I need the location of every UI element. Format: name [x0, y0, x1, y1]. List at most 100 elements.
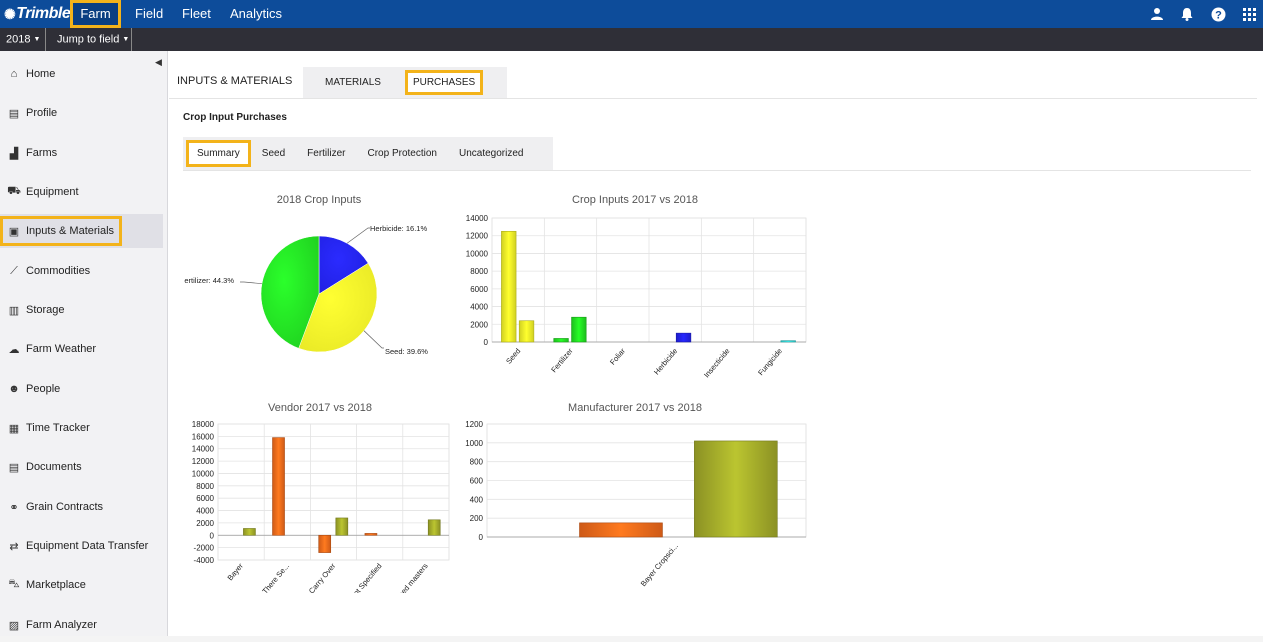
sidebar-item-equipment[interactable]: ⛟ Equipment [0, 175, 163, 209]
sidebar-item-grain-contracts[interactable]: ⚭ Grain Contracts [0, 490, 163, 524]
page-title: INPUTS & MATERIALS [177, 75, 293, 87]
divider [169, 98, 1257, 99]
user-icon[interactable] [1149, 6, 1165, 22]
y-tick-label: 200 [470, 514, 484, 523]
cart-icon: ⛍ [8, 578, 20, 590]
x-tick-label: Fungicide [756, 347, 784, 378]
y-tick-label: 18000 [192, 420, 215, 429]
top-nav-bar: ✺ Trimble Farm Field Fleet Analytics ? [0, 0, 1263, 28]
nav-farm[interactable]: Farm [70, 0, 121, 28]
y-tick-label: 2000 [470, 320, 488, 329]
collapse-sidebar-icon[interactable]: ◀ [155, 57, 162, 67]
bar [243, 528, 256, 536]
sidebar-item-label: Equipment Data Transfer [26, 540, 149, 552]
sidebar-item-documents[interactable]: ▤ Documents [0, 450, 163, 484]
handshake-icon: ⚭ [9, 501, 19, 514]
sidebar-item-label: Storage [26, 304, 65, 316]
sidebar-item-label: Equipment [26, 186, 79, 198]
bar [579, 522, 663, 538]
subtab-fertilizer[interactable]: Fertilizer [307, 148, 346, 159]
chart-title: Manufacturer 2017 vs 2018 [568, 402, 702, 414]
jump-label: Jump to field [57, 33, 120, 46]
chart-title: Vendor 2017 vs 2018 [268, 402, 372, 414]
x-tick-label: Foliar [608, 346, 627, 367]
bar [272, 437, 285, 536]
trimble-globe-icon: ✺ [4, 5, 16, 22]
y-tick-label: 14000 [192, 445, 215, 454]
sidebar-item-label: Inputs & Materials [26, 225, 115, 237]
sidebar-item-farm-weather[interactable]: ☁ Farm Weather [0, 332, 163, 366]
sidebar-item-storage[interactable]: ▥ Storage [0, 293, 163, 327]
bar [335, 517, 349, 536]
chart-title: Crop Inputs 2017 vs 2018 [572, 194, 698, 206]
sidebar-item-inputs-materials[interactable]: ▣ Inputs & Materials [0, 214, 163, 248]
documents-icon: ▤ [8, 461, 20, 474]
sidebar-item-equipment-data-transfer[interactable]: ⇄ Equipment Data Transfer [0, 529, 163, 563]
sidebar-item-home[interactable]: ⌂ Home [0, 57, 163, 91]
apps-grid-icon[interactable] [1241, 6, 1257, 22]
divider [183, 170, 1251, 171]
subtab-crop-protection[interactable]: Crop Protection [367, 148, 437, 159]
x-tick-label: Fertilizer [549, 346, 575, 374]
nav-analytics[interactable]: Analytics [230, 6, 283, 21]
y-tick-label: 8000 [196, 482, 214, 491]
bar-chart-crop-inputs: Crop Inputs 2017 vs 2018 0 2000 4000 6000 800… [455, 190, 815, 395]
y-tick-label: 800 [470, 458, 484, 467]
pie-data-label: ertilizer: 44.3% [184, 276, 234, 285]
nav-fleet[interactable]: Fleet [182, 6, 211, 21]
y-tick-label: 14000 [466, 214, 489, 223]
nav-field[interactable]: Field [135, 6, 164, 21]
pie-data-label: Seed: 39.6% [385, 347, 428, 356]
y-tick-label: 400 [470, 495, 484, 504]
sidebar-item-marketplace[interactable]: ⛍ Marketplace [0, 568, 163, 602]
y-tick-label: 10000 [466, 249, 489, 258]
sidebar-item-label: Time Tracker [26, 422, 90, 434]
sidebar-item-label: Profile [26, 107, 58, 119]
sidebar-item-people[interactable]: ☻ People [0, 372, 163, 406]
bell-icon[interactable] [1179, 6, 1195, 22]
bar-chart-manufacturer: Manufacturer 2017 vs 2018 0 200 400 600 800 10… [455, 398, 815, 598]
year-selector[interactable]: 2018 ▼ [0, 28, 46, 51]
subtab-summary[interactable]: Summary [186, 140, 251, 167]
x-tick-label: Bayer [225, 561, 245, 582]
pie-data-label: Herbicide: 16.1% [370, 224, 427, 233]
context-bar: 2018 ▼ Jump to field ▼ [0, 28, 1263, 51]
sidebar-item-profile[interactable]: ▤ Profile [0, 96, 163, 130]
people-icon: ☻ [8, 383, 20, 395]
tab-purchases[interactable]: PURCHASES [404, 70, 484, 95]
x-tick-label: Carry Over [307, 561, 338, 593]
y-tick-label: 2000 [196, 519, 214, 528]
home-icon: ⌂ [10, 68, 18, 80]
sidebar-item-farm-analyzer[interactable]: ▨ Farm Analyzer [0, 608, 163, 642]
y-tick-label: 16000 [192, 432, 215, 441]
y-tick-label: 0 [484, 338, 489, 347]
y-tick-label: 10000 [192, 469, 215, 478]
x-tick-label: Herbicide [652, 347, 679, 377]
x-tick-label: Seed masters [393, 561, 430, 593]
help-icon[interactable]: ? [1210, 6, 1226, 22]
sidebar-item-label: Farm Weather [26, 343, 97, 355]
y-tick-label: 0 [479, 533, 484, 542]
profile-icon: ▤ [8, 107, 20, 120]
trimble-logo[interactable]: ✺ Trimble [4, 4, 71, 24]
bar [553, 338, 569, 343]
pie-label-line [363, 330, 384, 349]
jump-to-field-dropdown[interactable]: Jump to field ▼ [47, 28, 132, 51]
sidebar-item-commodities[interactable]: ⟋ Commodities [0, 254, 163, 288]
tab-materials[interactable]: MATERIALS [325, 77, 381, 88]
caret-down-icon: ▼ [33, 36, 41, 43]
sidebar-item-time-tracker[interactable]: ▦ Time Tracker [0, 411, 163, 445]
x-tick-label: Seed [504, 347, 522, 366]
bar [694, 440, 778, 538]
bar [780, 340, 796, 343]
y-tick-label: 600 [470, 477, 484, 486]
sub-tabs: Summary Seed Fertilizer Crop Protection … [183, 137, 553, 170]
bar [501, 230, 517, 343]
sidebar-item-farms[interactable]: ▟ Farms [0, 136, 163, 170]
y-tick-label: 1000 [465, 439, 483, 448]
x-tick-label: Been There Se... [248, 562, 291, 593]
sidebar-item-label: People [26, 383, 61, 395]
subtab-uncategorized[interactable]: Uncategorized [458, 148, 524, 159]
year-value: 2018 [6, 33, 31, 46]
subtab-seed[interactable]: Seed [261, 148, 286, 159]
